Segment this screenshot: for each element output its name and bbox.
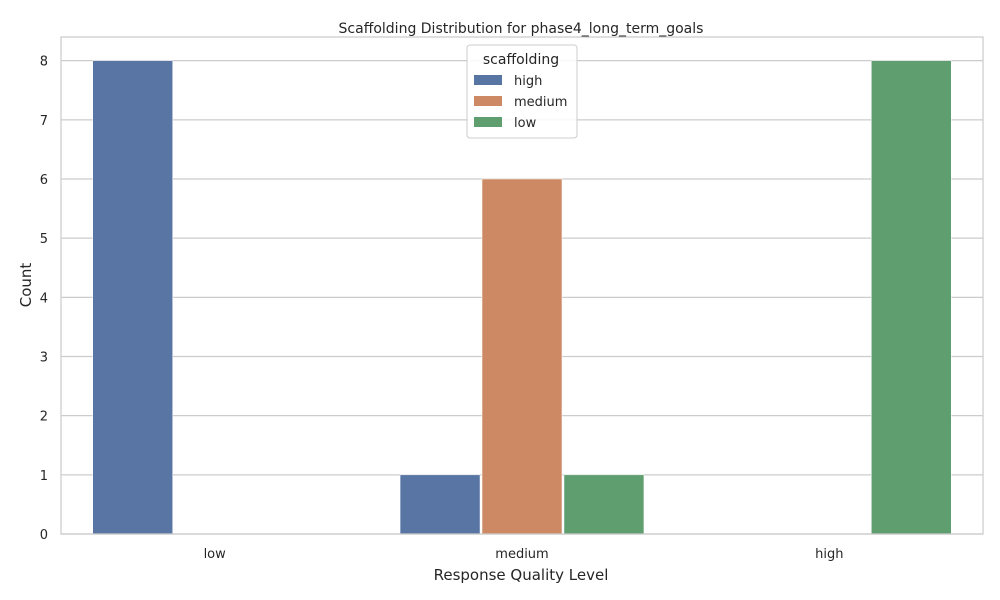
legend-swatch-low	[474, 117, 502, 127]
y-tick-label: 3	[40, 351, 48, 366]
bar-high-low	[92, 60, 173, 535]
legend-swatch-medium	[474, 96, 502, 106]
legend-label-medium: medium	[514, 95, 567, 110]
y-tick-label: 2	[40, 410, 48, 425]
bar-low-medium	[563, 474, 645, 535]
legend-label-high: high	[514, 74, 542, 89]
x-tick-label: low	[204, 547, 227, 562]
plot-frame	[60, 36, 984, 535]
legend-swatch-high	[474, 75, 502, 85]
x-tick-labels: low medium high	[204, 547, 844, 562]
y-tick-label: 5	[40, 232, 48, 247]
legend-items: high medium low	[474, 74, 567, 131]
bar-low-high	[871, 60, 952, 535]
y-tick-label: 1	[40, 469, 48, 484]
bar-high-medium	[399, 474, 481, 535]
legend: scaffolding high medium low	[466, 44, 578, 139]
chart-title: Scaffolding Distribution for phase4_long…	[339, 21, 704, 37]
legend-title: scaffolding	[483, 52, 559, 68]
bars	[92, 60, 952, 535]
y-tick-label: 6	[40, 173, 48, 188]
bar-medium-medium	[481, 178, 563, 535]
y-tick-label: 8	[40, 55, 48, 70]
legend-box	[466, 44, 578, 139]
x-axis-label: Response Quality Level	[434, 566, 609, 584]
x-tick-label: medium	[495, 547, 548, 562]
x-tick-label: high	[815, 547, 843, 562]
y-tick-label: 4	[40, 291, 48, 306]
y-tick-labels: 0 1 2 3 4 5 6 7 8	[40, 55, 48, 543]
y-axis-label: Count	[17, 263, 35, 308]
y-tick-label: 7	[40, 114, 48, 129]
y-tick-label: 0	[40, 528, 48, 543]
legend-label-low: low	[514, 116, 537, 131]
